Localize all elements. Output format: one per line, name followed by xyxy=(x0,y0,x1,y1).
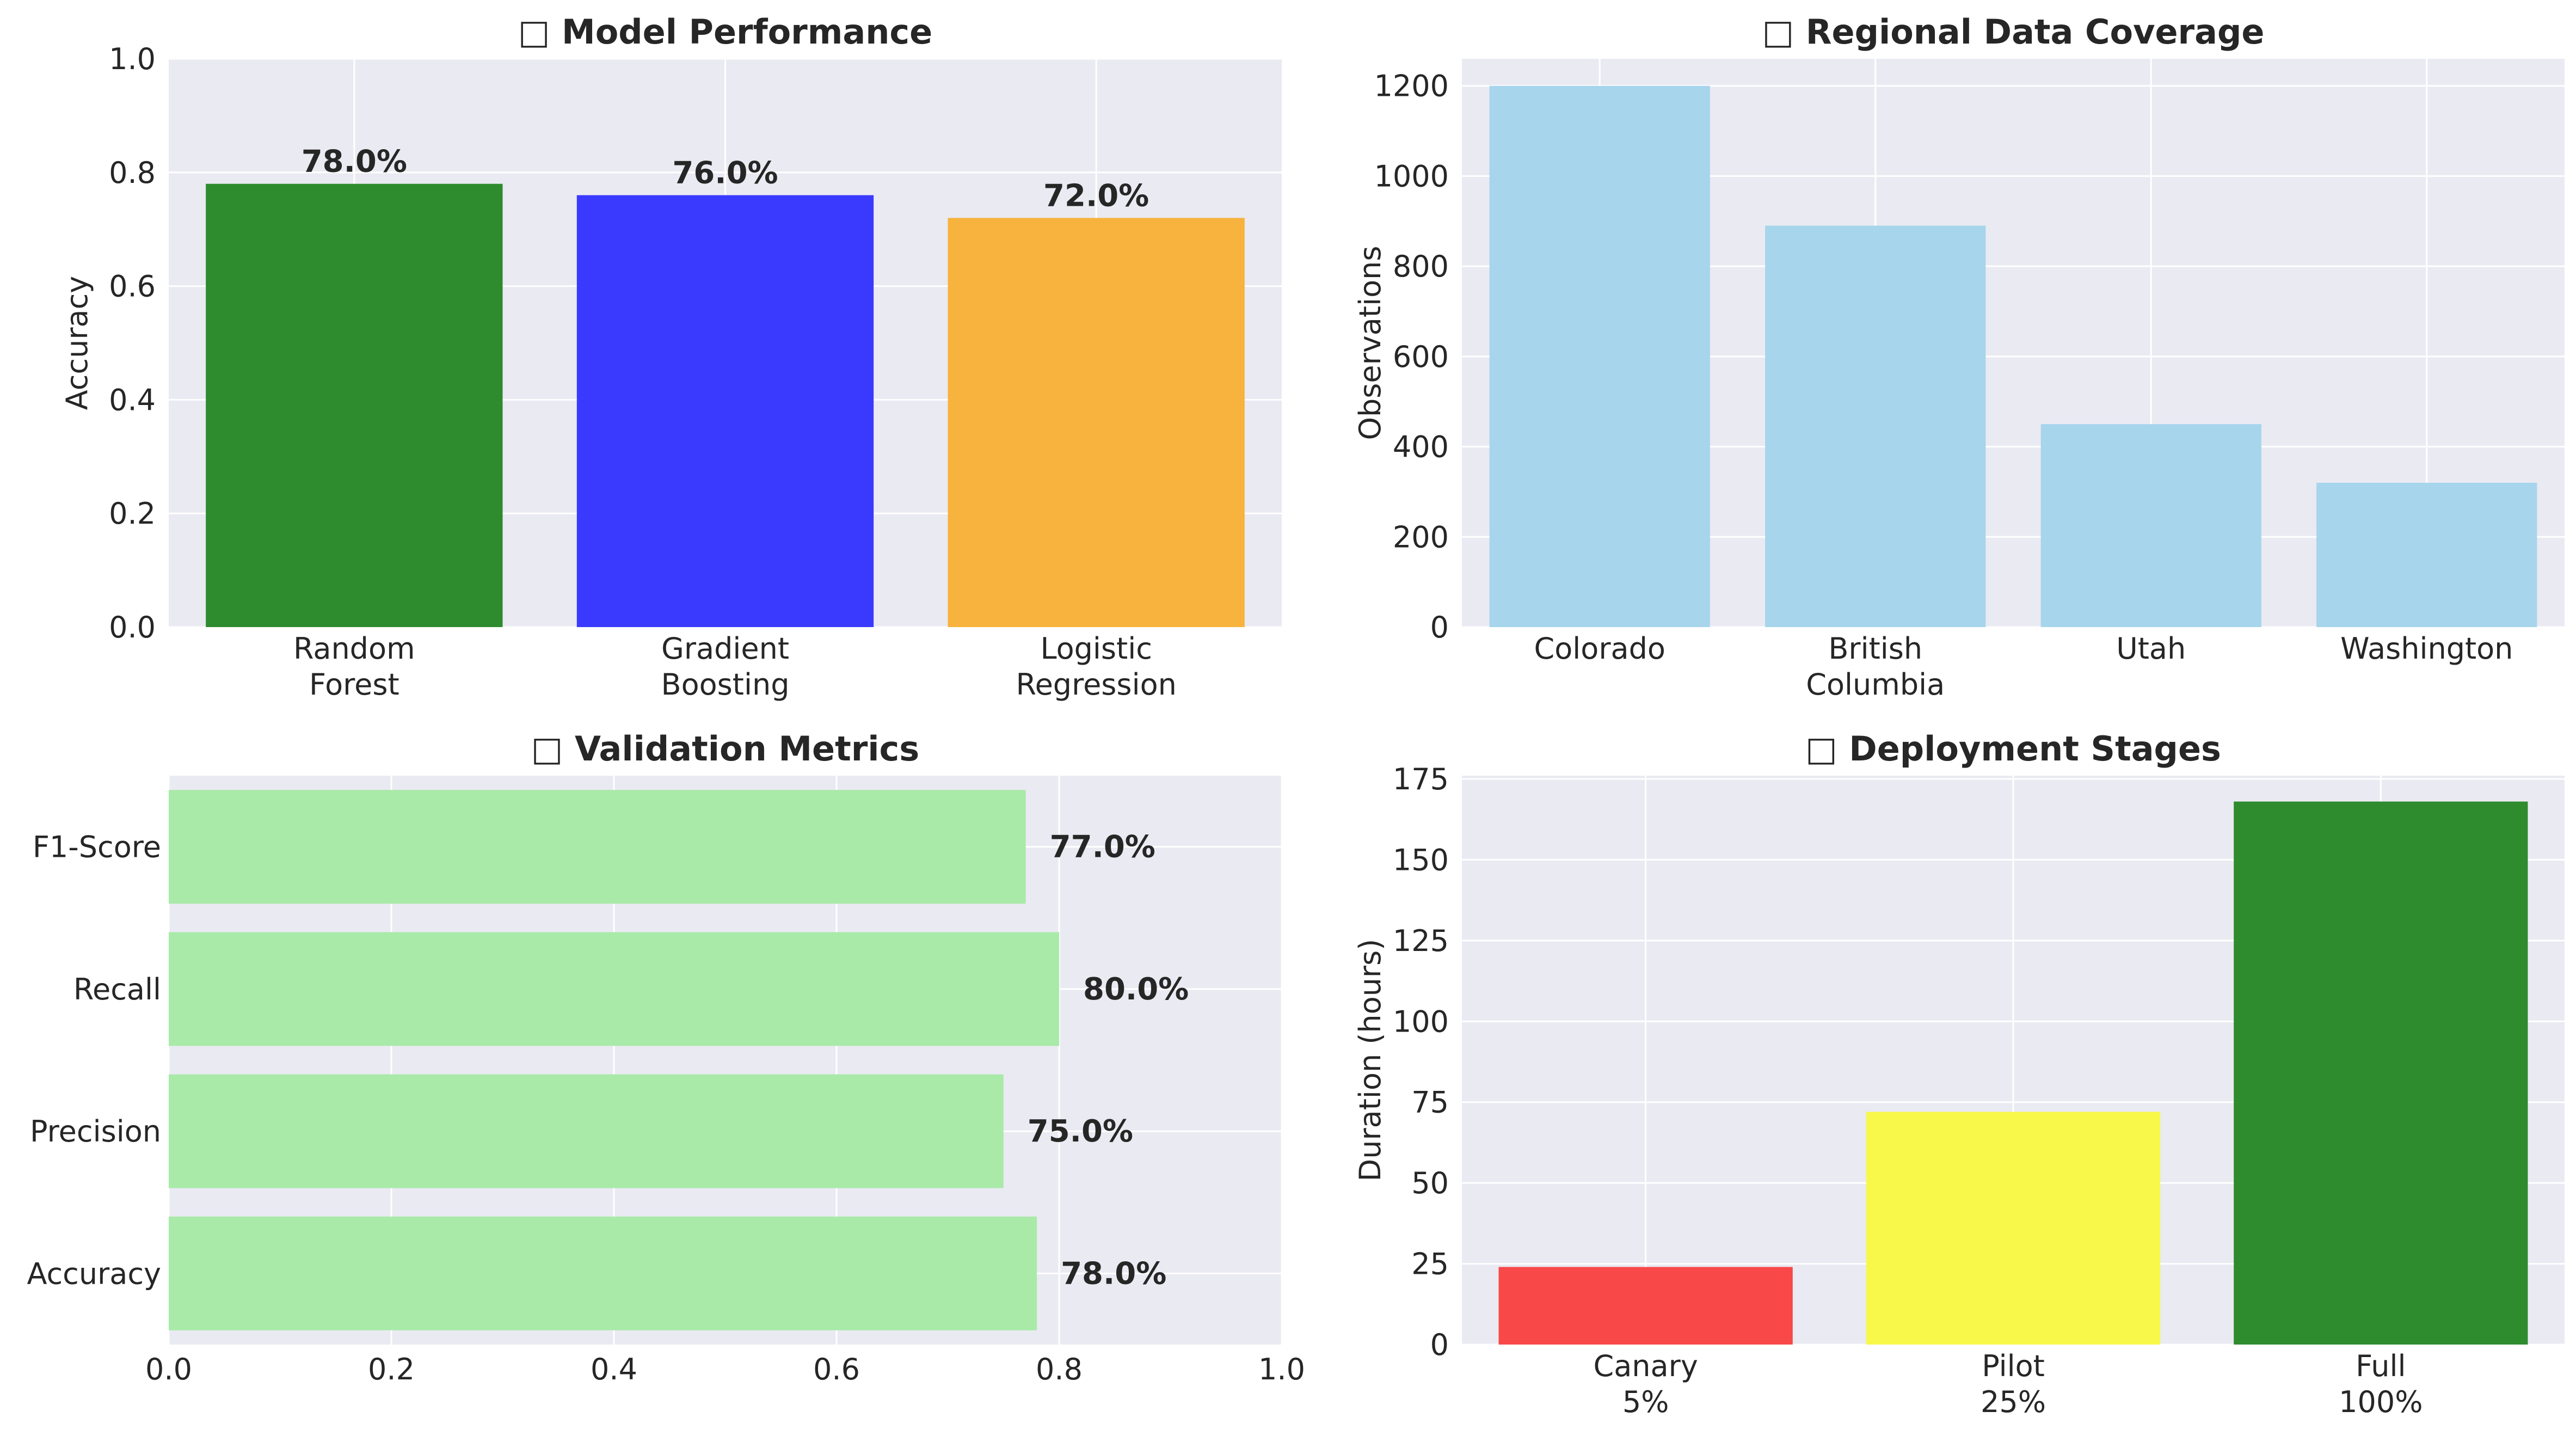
chart-panel-2: □ Regional Data Coverage 0 200 400 600 800 100… xyxy=(1353,12,2565,702)
category-label: Washington xyxy=(2340,631,2513,666)
y-tick-label: 75 xyxy=(1411,1085,1449,1120)
bar-canary-5 xyxy=(1498,1267,1793,1345)
y-tick-label: 200 xyxy=(1393,520,1449,554)
bar-random-forest xyxy=(206,183,503,627)
bar-f1-score xyxy=(169,790,1026,904)
category-label: Colorado xyxy=(1534,631,1665,666)
bar-recall xyxy=(169,932,1059,1046)
category-label: F1-Score xyxy=(33,830,161,864)
y-tick-label: 0 xyxy=(1430,610,1449,645)
y-tick-label: 125 xyxy=(1393,924,1449,958)
chart-panel-3: □ Validation Metrics 0.0 0.2 0.4 0.6 0.8 1.0 Ac… xyxy=(27,729,1305,1386)
data-label: 72.0% xyxy=(1043,178,1149,213)
data-label: 78.0% xyxy=(302,144,407,180)
y-axis-label: Duration (hours) xyxy=(1353,939,1387,1182)
category-label: Random Forest xyxy=(293,631,415,702)
y-tick-label: 600 xyxy=(1393,340,1449,374)
category-label: Recall xyxy=(73,972,161,1007)
data-label: 77.0% xyxy=(1050,830,1155,865)
bar-accuracy xyxy=(169,1216,1037,1330)
data-label: 75.0% xyxy=(1028,1114,1133,1149)
y-tick-label: 25 xyxy=(1411,1247,1449,1281)
bar-logistic-regression xyxy=(948,218,1245,627)
chart-panel-4: □ Deployment Stages 0 25 50 75 100 125 150 175 Ca… xyxy=(1353,729,2565,1419)
y-tick-label: 1200 xyxy=(1374,69,1449,103)
category-label: Gradient Boosting xyxy=(661,631,790,702)
y-tick-label: 1000 xyxy=(1374,159,1449,193)
y-tick-label: 0.6 xyxy=(109,269,156,304)
y-tick-label: 0 xyxy=(1430,1328,1449,1362)
y-tick-label: 1.0 xyxy=(109,42,156,76)
x-tick-label: 0.2 xyxy=(368,1352,415,1386)
x-tick-label: 0.0 xyxy=(145,1352,192,1386)
category-label: Pilot 25% xyxy=(1981,1349,2046,1419)
data-label: 76.0% xyxy=(672,156,778,191)
x-tick-label: 1.0 xyxy=(1258,1352,1305,1386)
category-label: British Columbia xyxy=(1806,631,1945,702)
y-tick-label: 50 xyxy=(1411,1166,1449,1200)
data-label: 80.0% xyxy=(1083,972,1189,1007)
bar-utah xyxy=(2040,424,2261,627)
y-tick-label: 0.8 xyxy=(109,156,156,190)
category-label: Full 100% xyxy=(2339,1349,2423,1419)
x-tick-label: 0.8 xyxy=(1036,1352,1083,1386)
bar-precision xyxy=(169,1074,1004,1188)
bar-gradient-boosting xyxy=(576,195,874,627)
y-tick-label: 0.2 xyxy=(109,496,156,531)
category-label: Logistic Regression xyxy=(1016,631,1176,702)
chart-title: □ Regional Data Coverage xyxy=(1762,12,2265,52)
y-tick-label: 175 xyxy=(1393,762,1449,796)
y-tick-label: 400 xyxy=(1393,430,1449,464)
chart-title: □ Deployment Stages xyxy=(1805,729,2221,769)
x-tick-label: 0.4 xyxy=(591,1352,637,1386)
y-tick-label: 0.4 xyxy=(109,383,156,417)
data-label: 78.0% xyxy=(1061,1256,1166,1291)
y-tick-label: 150 xyxy=(1393,843,1449,877)
bar-full-100 xyxy=(2234,801,2528,1345)
y-tick-label: 100 xyxy=(1393,1004,1449,1039)
category-label: Accuracy xyxy=(27,1256,161,1291)
category-label: Precision xyxy=(30,1114,161,1149)
y-tick-label: 800 xyxy=(1393,249,1449,284)
bar-british-columbia xyxy=(1765,225,1986,628)
chart-title: □ Model Performance xyxy=(518,12,932,52)
chart-panel-1: □ Model Performance 0.0 0.2 0.4 0.6 0.8 1.0 Ran… xyxy=(60,12,1282,702)
bar-washington xyxy=(2316,482,2537,627)
chart-title: □ Validation Metrics xyxy=(531,729,919,769)
y-axis-label: Observations xyxy=(1353,246,1387,440)
bar-pilot-25 xyxy=(1866,1112,2161,1345)
y-tick-label: 0.0 xyxy=(109,610,156,645)
bar-colorado xyxy=(1489,85,1710,627)
category-label: Canary 5% xyxy=(1594,1349,1698,1419)
category-label: Utah xyxy=(2116,631,2186,666)
x-tick-label: 0.6 xyxy=(813,1352,860,1386)
y-axis-label: Accuracy xyxy=(60,276,94,410)
